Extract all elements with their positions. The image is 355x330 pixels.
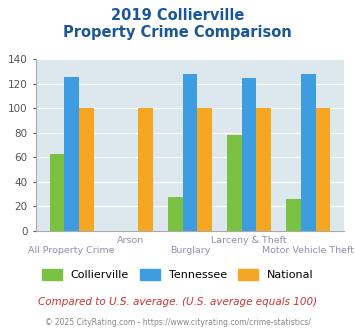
Bar xyxy=(256,109,271,231)
Bar xyxy=(182,74,197,231)
Text: Larceny & Theft: Larceny & Theft xyxy=(211,236,287,245)
Bar xyxy=(301,74,316,231)
Bar xyxy=(64,77,79,231)
Bar xyxy=(138,109,153,231)
Text: Arson: Arson xyxy=(117,236,144,245)
Bar xyxy=(316,109,330,231)
Bar xyxy=(50,154,64,231)
Bar xyxy=(168,197,182,231)
Bar xyxy=(227,135,242,231)
Text: Motor Vehicle Theft: Motor Vehicle Theft xyxy=(262,246,354,255)
Bar xyxy=(79,109,94,231)
Text: Property Crime Comparison: Property Crime Comparison xyxy=(63,25,292,40)
Legend: Collierville, Tennessee, National: Collierville, Tennessee, National xyxy=(37,265,318,285)
Text: 2019 Collierville: 2019 Collierville xyxy=(111,8,244,23)
Bar xyxy=(197,109,212,231)
Text: Compared to U.S. average. (U.S. average equals 100): Compared to U.S. average. (U.S. average … xyxy=(38,297,317,307)
Bar xyxy=(242,78,256,231)
Text: All Property Crime: All Property Crime xyxy=(28,246,115,255)
Text: Burglary: Burglary xyxy=(170,246,210,255)
Bar xyxy=(286,199,301,231)
Text: © 2025 CityRating.com - https://www.cityrating.com/crime-statistics/: © 2025 CityRating.com - https://www.city… xyxy=(45,318,310,327)
